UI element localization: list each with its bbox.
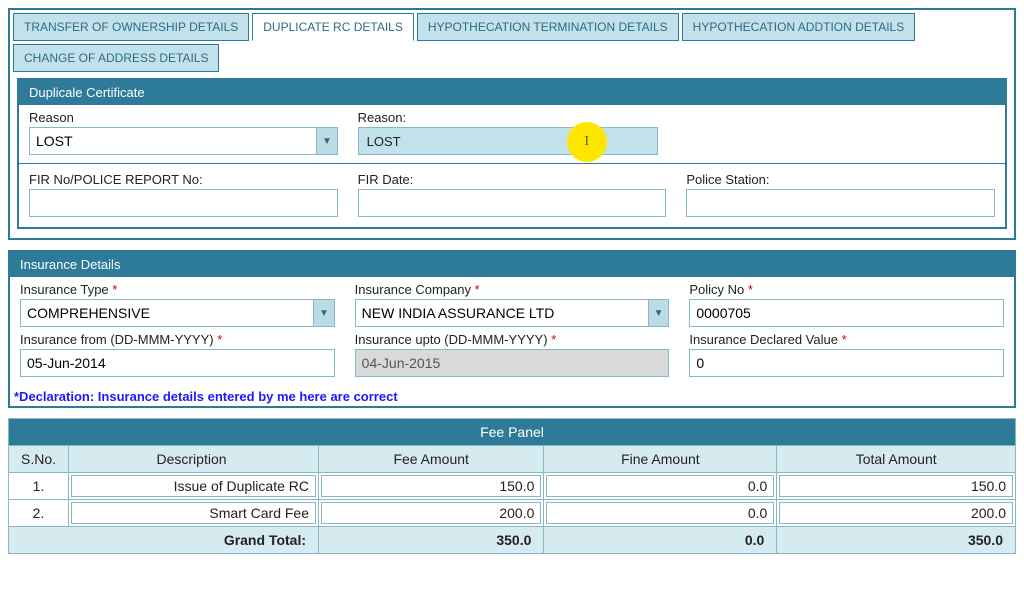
policy-no-input[interactable] [689,299,1004,327]
fir-date-input[interactable] [358,189,667,217]
grand-fine: 0.0 [544,527,777,554]
fee-col-fee: Fee Amount [319,446,544,473]
fee-row-sno: 1. [9,473,69,500]
police-station-input[interactable] [686,189,995,217]
tab-bar: TRANSFER OF OWNERSHIP DETAILS DUPLICATE … [13,13,1011,72]
insurance-declaration: *Declaration: Insurance details entered … [10,383,1014,406]
insurance-company-dropdown-btn[interactable]: ▼ [649,299,670,327]
chevron-down-icon: ▼ [319,308,329,319]
duplicate-panel-title: Duplicale Certificate [19,80,1005,105]
tabs-container: TRANSFER OF OWNERSHIP DETAILS DUPLICATE … [8,8,1016,240]
tab-change-address[interactable]: CHANGE OF ADDRESS DETAILS [13,44,219,72]
tab-duplicate-rc[interactable]: DUPLICATE RC DETAILS [252,13,414,41]
fir-no-input[interactable] [29,189,338,217]
reason-display-label: Reason: [358,110,667,125]
grand-fee: 350.0 [319,527,544,554]
reason-display-field[interactable]: LOST I [358,127,658,155]
insurance-upto-input [355,349,670,377]
reason-display-value: LOST [367,134,401,149]
policy-no-label: Policy No * [689,282,1004,297]
idv-label: Insurance Declared Value * [689,332,1004,347]
fee-row-desc: Smart Card Fee [71,502,316,524]
fee-row-sno: 2. [9,500,69,527]
fee-row-desc: Issue of Duplicate RC [71,475,316,497]
fee-row-total: 200.0 [779,502,1013,524]
tab-hypothecation-termination[interactable]: HYPOTHECATION TERMINATION DETAILS [417,13,679,41]
fee-panel-title: Fee Panel [9,419,1016,446]
fee-row-fee: 150.0 [321,475,541,497]
chevron-down-icon: ▼ [654,308,664,319]
fir-no-label: FIR No/POLICE REPORT No: [29,172,338,187]
cursor-highlight-icon: I [567,122,607,162]
fee-row: 1. Issue of Duplicate RC 150.0 0.0 150.0 [9,473,1016,500]
reason-dropdown-btn[interactable]: ▼ [317,127,338,155]
grand-total-label: Grand Total: [9,527,319,554]
insurance-company-select[interactable] [355,299,649,327]
fee-row-fee: 200.0 [321,502,541,524]
tab-hypothecation-addition[interactable]: HYPOTHECATION ADDTION DETAILS [682,13,916,41]
fee-row-fine: 0.0 [546,502,774,524]
insurance-from-input[interactable] [20,349,335,377]
fee-col-fine: Fine Amount [544,446,777,473]
fee-row: 2. Smart Card Fee 200.0 0.0 200.0 [9,500,1016,527]
insurance-from-label: Insurance from (DD-MMM-YYYY) * [20,332,335,347]
fee-col-desc: Description [69,446,319,473]
grand-total: 350.0 [777,527,1016,554]
duplicate-certificate-panel: Duplicale Certificate Reason ▼ Reason: L… [17,78,1007,229]
reason-select[interactable] [29,127,317,155]
insurance-company-label: Insurance Company * [355,282,670,297]
fee-row-fine: 0.0 [546,475,774,497]
insurance-type-select[interactable] [20,299,314,327]
fee-col-sno: S.No. [9,446,69,473]
insurance-type-label: Insurance Type * [20,282,335,297]
fee-col-total: Total Amount [777,446,1016,473]
insurance-type-dropdown-btn[interactable]: ▼ [314,299,335,327]
insurance-upto-label: Insurance upto (DD-MMM-YYYY) * [355,332,670,347]
idv-input[interactable] [689,349,1004,377]
insurance-section: Insurance Details Insurance Type * ▼ Ins… [8,250,1016,408]
tab-transfer-ownership[interactable]: TRANSFER OF OWNERSHIP DETAILS [13,13,249,41]
fir-date-label: FIR Date: [358,172,667,187]
chevron-down-icon: ▼ [322,136,332,147]
reason-label: Reason [29,110,338,125]
police-station-label: Police Station: [686,172,995,187]
fee-panel-table: Fee Panel S.No. Description Fee Amount F… [8,418,1016,554]
fee-row-total: 150.0 [779,475,1013,497]
insurance-panel-title: Insurance Details [10,252,1014,277]
